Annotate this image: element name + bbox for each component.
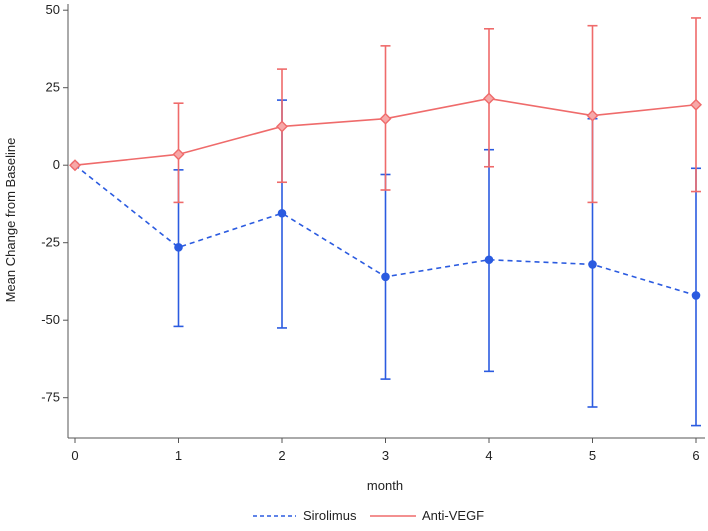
anti-vegf-point [276,120,288,133]
x-axis-title: month [367,478,403,493]
anti-vegf-point [379,112,392,125]
x-tick-label: 6 [692,448,699,463]
x-tick-label: 5 [589,448,596,463]
anti-vegf-point [69,159,81,172]
legend-sirolimus-label: Sirolimus [303,508,357,523]
y-tick-label: -25 [41,235,60,250]
anti-vegf-point [172,148,185,161]
anti-vegf-point [483,92,495,105]
x-tick-label: 3 [382,448,389,463]
series-markers [69,92,702,300]
sirolimus-point [277,208,287,218]
anti-vegf-point [690,98,702,111]
sirolimus-point [691,291,701,300]
x-tick-label: 2 [278,448,285,463]
sirolimus-point [381,272,390,282]
axes: 50 25 0 -25 -50 -75 0 1 2 3 4 5 6 [41,2,705,463]
anti-vegf-point [586,109,599,122]
sirolimus-point [484,255,494,265]
y-tick-label: 25 [46,80,60,95]
y-tick-label: -75 [41,390,60,405]
sirolimus-point [174,243,183,252]
x-tick-label: 1 [175,448,182,463]
sirolimus-point [588,260,597,269]
x-tick-label: 4 [485,448,492,463]
y-tick-label: 0 [53,157,60,172]
x-tick-label: 0 [71,448,78,463]
y-axis-title: Mean Change from Baseline [3,138,18,303]
y-tick-label: 50 [46,2,60,17]
legend: Sirolimus Anti-VEGF [253,508,484,523]
y-tick-label: -50 [41,312,60,327]
error-bars [173,17,701,427]
legend-anti-vegf-label: Anti-VEGF [422,508,484,523]
